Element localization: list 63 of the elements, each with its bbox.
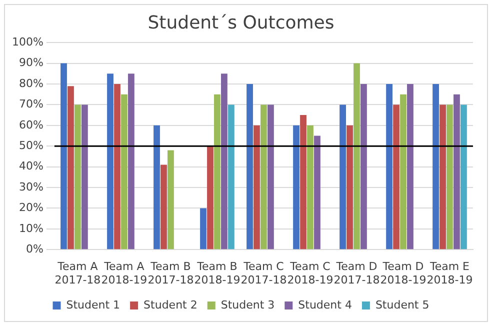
y-tick-label: 80% (18, 76, 44, 90)
bar (160, 164, 167, 250)
bar (214, 94, 220, 250)
bar (107, 74, 114, 250)
bar (386, 84, 392, 250)
bar (393, 104, 400, 250)
bar (128, 74, 134, 250)
x-tick-label: Team B 2018-19 (194, 260, 240, 286)
bar (114, 84, 120, 250)
y-tick-label: 30% (18, 180, 44, 194)
bar (400, 94, 406, 250)
bar (68, 86, 74, 250)
y-tick-label: 0% (26, 242, 44, 256)
bar (354, 63, 360, 250)
legend-label: Student 1 (66, 298, 120, 312)
y-tick-label: 10% (18, 222, 44, 235)
legend-label: Student 4 (298, 298, 352, 312)
bar (432, 84, 440, 250)
y-tick-label: 20% (18, 201, 44, 214)
x-tick-label: Team A 2017-18 (54, 260, 101, 286)
x-tick-label: Team D 2018-19 (380, 260, 426, 286)
y-tick-label: 90% (18, 56, 44, 70)
x-tick-label: Team E 2018-19 (426, 260, 473, 286)
y-tick-label: 60% (18, 118, 44, 132)
bar (407, 84, 414, 250)
bar (340, 104, 346, 250)
bar (446, 104, 453, 250)
bar (246, 84, 253, 250)
bar (314, 136, 320, 250)
bar (440, 104, 446, 250)
x-tick-label: Team C 2017-18 (240, 260, 287, 286)
x-tick-label: Team C 2018-19 (287, 260, 334, 286)
x-tick-label: Team B 2017-18 (148, 260, 194, 286)
bar (460, 104, 467, 250)
bar (228, 104, 234, 250)
bar (293, 125, 300, 250)
bar (121, 94, 128, 250)
bar (168, 150, 174, 250)
bar (300, 115, 306, 250)
y-tick-label: 70% (18, 98, 44, 111)
bar (267, 104, 274, 250)
bar (454, 94, 460, 250)
x-tick-label: Team D 2017-18 (334, 260, 380, 286)
legend-label: Student 5 (375, 298, 430, 312)
bar (220, 74, 228, 250)
bar (74, 104, 81, 250)
bar (200, 208, 206, 250)
y-tick-label: 40% (18, 160, 44, 173)
bar (254, 125, 260, 250)
legend-label: Student 3 (220, 298, 275, 312)
bar (60, 63, 67, 250)
chart-title: Student´s Outcomes (148, 12, 334, 34)
y-tick-label: 50% (18, 138, 44, 152)
legend-label: Student 2 (144, 298, 198, 312)
bar (360, 84, 367, 250)
bar (81, 104, 88, 250)
bar (260, 104, 267, 250)
bar (307, 125, 314, 250)
x-tick-label: Team A 2018-19 (101, 260, 148, 286)
bar (207, 146, 214, 250)
y-tick-label: 100% (12, 35, 44, 48)
bar (346, 125, 353, 250)
bar (154, 125, 160, 250)
